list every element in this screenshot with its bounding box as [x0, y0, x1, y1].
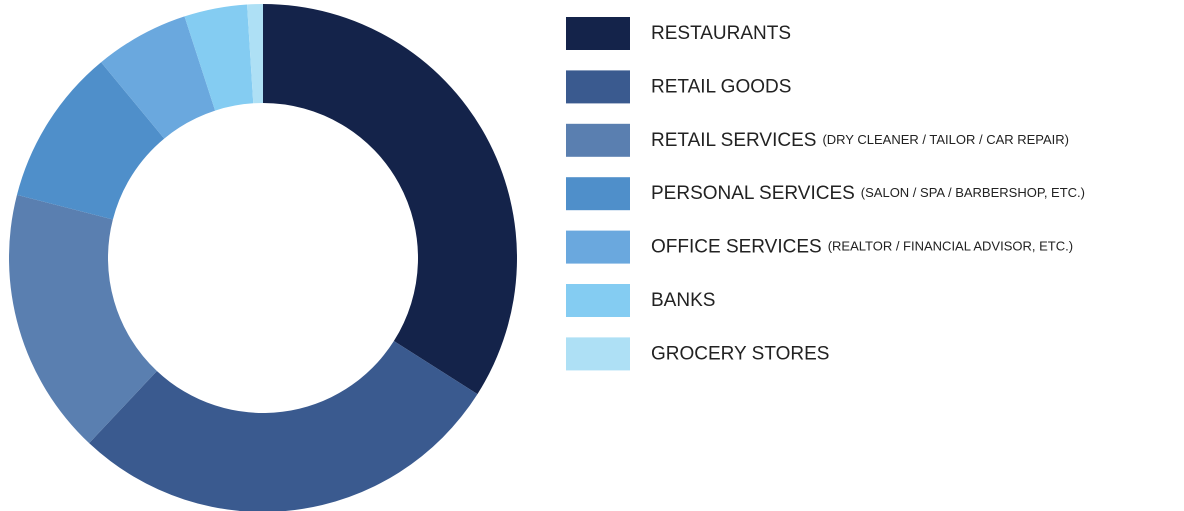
legend-swatch: [566, 70, 630, 104]
legend-name: PERSONAL SERVICES: [651, 183, 855, 204]
legend-name: RETAIL GOODS: [651, 76, 791, 97]
donut-slice: [184, 4, 254, 111]
legend-swatch: [566, 177, 630, 211]
legend-label: PERSONAL SERVICES (SALON / SPA / BARBERSH…: [651, 183, 1085, 204]
legend-label: GROCERY STORES: [651, 343, 829, 364]
legend-swatch: [566, 17, 630, 50]
legend-name: RETAIL SERVICES: [651, 130, 816, 151]
legend-swatch: [566, 337, 630, 371]
donut-slice: [9, 194, 157, 444]
legend-name: RESTAURANTS: [651, 23, 791, 44]
donut-slice: [101, 16, 216, 139]
legend-swatch: [566, 230, 630, 264]
donut-slice: [89, 341, 478, 511]
legend-name: OFFICE SERVICES: [651, 237, 822, 258]
legend-label: OFFICE SERVICES (REALTOR / FINANCIAL ADVI…: [651, 237, 1073, 258]
donut-slice: [247, 4, 263, 104]
legend-name: GROCERY STORES: [651, 343, 829, 364]
donut-slice: [16, 62, 165, 220]
legend-label: RETAIL GOODS: [651, 76, 791, 97]
legend-swatch: [566, 123, 630, 157]
legend-name: BANKS: [651, 290, 715, 311]
legend-detail: (DRY CLEANER / TAILOR / CAR REPAIR): [822, 132, 1069, 147]
legend-detail: (REALTOR / FINANCIAL ADVISOR, ETC.): [828, 239, 1073, 254]
legend-label: BANKS: [651, 290, 715, 311]
legend-swatch: [566, 284, 630, 317]
legend-detail: (SALON / SPA / BARBERSHOP, ETC.): [861, 186, 1085, 201]
donut-slice: [263, 4, 517, 395]
legend-label: RESTAURANTS: [651, 23, 791, 44]
legend-label: RETAIL SERVICES (DRY CLEANER / TAILOR / C…: [651, 130, 1069, 151]
